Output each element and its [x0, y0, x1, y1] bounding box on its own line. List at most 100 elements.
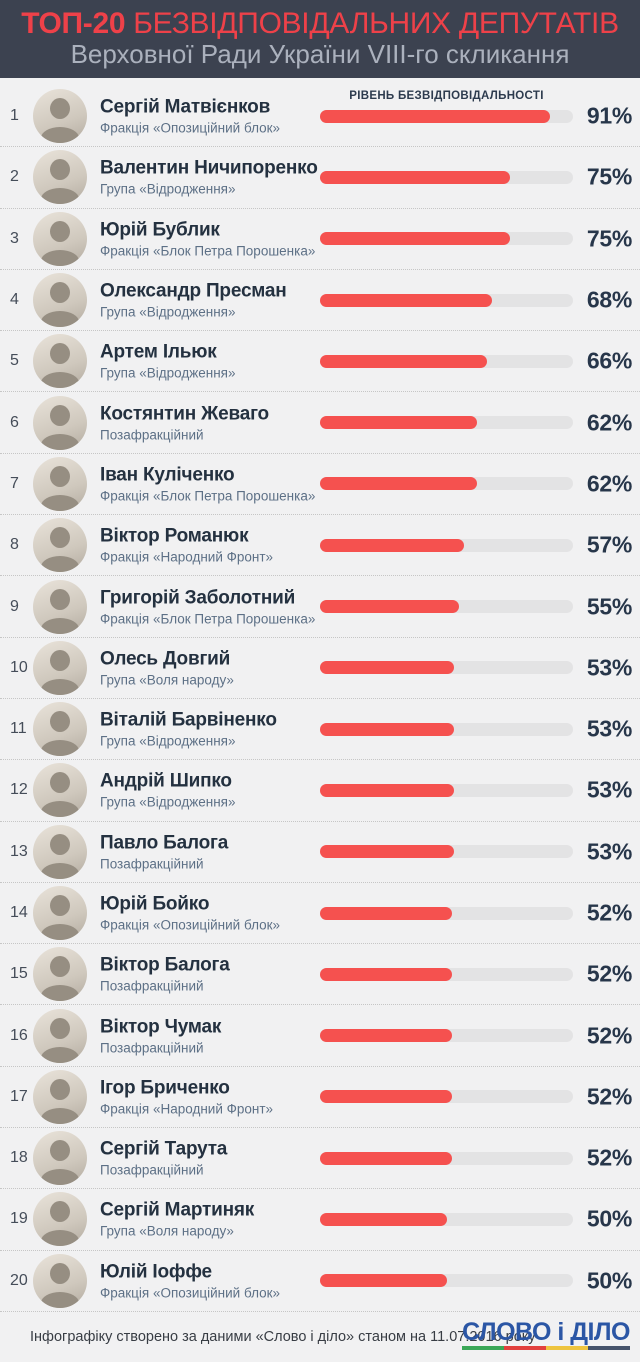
- bar-fill: [320, 1090, 452, 1104]
- percent-value: 75%: [586, 163, 632, 190]
- deputy-photo: [33, 1192, 87, 1247]
- deputy-row: 7 Іван Куліченко Фракція «Блок Петра Пор…: [0, 454, 640, 516]
- rank-number: 18: [10, 1149, 28, 1167]
- deputy-info: Сергій Матвієнков Фракція «Опозиційний б…: [100, 97, 280, 136]
- bar-track: [320, 783, 573, 797]
- percent-value: 53%: [586, 715, 632, 742]
- rank-number: 3: [10, 229, 19, 247]
- bar-fill: [320, 967, 452, 981]
- deputy-row: 4 Олександр Пресман Група «Відродження» …: [0, 270, 640, 332]
- deputy-photo: [33, 334, 87, 389]
- percent-value: 52%: [586, 960, 632, 987]
- deputy-info: Юрій Бойко Фракція «Опозиційний блок»: [100, 894, 280, 933]
- deputy-faction: Фракція «Блок Петра Порошенка»: [100, 611, 316, 627]
- bar-fill: [320, 1151, 452, 1165]
- deputy-name: Юлій Іоффе: [100, 1261, 212, 1283]
- deputy-faction: Фракція «Блок Петра Порошенка»: [100, 243, 316, 259]
- deputy-faction: Група «Відродження»: [100, 181, 236, 197]
- deputy-row: 3 Юрій Бублик Фракція «Блок Петра Пороше…: [0, 209, 640, 270]
- bar-track: [320, 1151, 573, 1165]
- deputy-info: Віктор Чумак Позафракційний: [100, 1016, 221, 1055]
- bar-fill: [320, 600, 460, 614]
- bar-track: [320, 906, 573, 920]
- percent-value: 50%: [586, 1205, 632, 1232]
- rank-number: 11: [10, 720, 27, 738]
- deputy-faction: Позафракційний: [100, 978, 204, 994]
- deputy-row: 2 Валентин Ничипоренко Група «Відродженн…: [0, 147, 640, 209]
- logo-stripe-yellow: [546, 1346, 589, 1350]
- percent-value: 75%: [586, 225, 632, 252]
- deputy-info: Віктор Балога Позафракційний: [100, 955, 230, 994]
- percent-value: 55%: [586, 593, 632, 620]
- bar-fill: [320, 232, 510, 246]
- deputy-info: Костянтин Жеваго Позафракційний: [100, 403, 269, 442]
- rank-number: 14: [10, 904, 28, 921]
- footer: Інфографіку створено за даними «Слово і …: [0, 1312, 640, 1362]
- deputy-name: Сергій Матвієнков: [100, 96, 271, 118]
- deputy-name: Костянтин Жеваго: [100, 403, 269, 425]
- deputy-info: Іван Куліченко Фракція «Блок Петра Порош…: [100, 464, 315, 503]
- deputy-row: 8 Віктор Романюк Фракція «Народний Фронт…: [0, 515, 640, 577]
- deputy-row: 18 Сергій Тарута Позафракційний 52%: [0, 1128, 640, 1190]
- deputy-photo: [33, 1131, 87, 1186]
- deputy-name: Олесь Довгий: [100, 648, 231, 670]
- deputy-faction: Група «Відродження»: [100, 304, 236, 320]
- deputy-photo: [33, 1008, 87, 1063]
- deputy-photo: [33, 518, 87, 573]
- rank-number: 1: [10, 107, 19, 125]
- page-subtitle: Верховної Ради України VIII-го скликання: [70, 39, 570, 69]
- deputy-photo: [33, 824, 87, 879]
- deputy-photo: [33, 702, 87, 757]
- deputy-photo: [33, 273, 87, 328]
- bar-track: [320, 1029, 573, 1043]
- deputy-faction: Фракція «Народний Фронт»: [100, 549, 274, 565]
- bar-fill: [320, 722, 455, 736]
- bar-track: [320, 416, 573, 430]
- logo-stripe-navy: [588, 1346, 630, 1350]
- deputy-faction: Група «Воля народу»: [100, 672, 234, 688]
- percent-value: 50%: [586, 1267, 632, 1294]
- deputy-row: 11 Віталій Барвіненко Група «Відродження…: [0, 699, 640, 761]
- deputy-info: Віталій Барвіненко Група «Відродження»: [100, 710, 277, 749]
- bar-track: [320, 232, 573, 246]
- percent-value: 91%: [586, 102, 632, 129]
- bar-fill: [320, 170, 510, 184]
- deputy-photo: [33, 1253, 87, 1308]
- rank-number: 16: [10, 1026, 28, 1044]
- bar-fill: [320, 661, 455, 675]
- percent-value: 62%: [586, 409, 632, 436]
- bar-track: [320, 1212, 573, 1226]
- deputy-name: Віктор Чумак: [100, 1016, 222, 1038]
- deputy-info: Віктор Романюк Фракція «Народний Фронт»: [100, 526, 273, 565]
- rank-number: 4: [10, 291, 19, 309]
- deputy-photo: [33, 150, 87, 205]
- deputy-faction: Група «Відродження»: [100, 365, 236, 381]
- deputy-faction: Група «Воля народу»: [100, 1223, 234, 1239]
- bar-fill: [320, 845, 455, 859]
- deputy-photo: [33, 947, 87, 1002]
- deputy-name: Андрій Шипко: [100, 770, 232, 792]
- deputy-name: Сергій Мартиняк: [100, 1199, 255, 1221]
- deputy-photo: [33, 763, 87, 818]
- bar-fill: [320, 416, 477, 430]
- deputy-info: Юрій Бублик Фракція «Блок Петра Порошенк…: [100, 219, 315, 258]
- footer-note: Інфографіку створено за даними «Слово і …: [30, 1329, 536, 1345]
- slovo-i-dilo-logo: СЛОВО і ДІЛО: [462, 1319, 630, 1350]
- deputy-faction: Позафракційний: [100, 1040, 204, 1056]
- deputy-row: 1 Сергій Матвієнков Фракція «Опозиційний…: [0, 86, 640, 148]
- deputy-row: 14 Юрій Бойко Фракція «Опозиційний блок»…: [0, 883, 640, 945]
- percent-value: 62%: [586, 470, 632, 497]
- percent-value: 53%: [586, 654, 632, 681]
- deputy-faction: Фракція «Опозиційний блок»: [100, 917, 281, 933]
- rank-number: 15: [10, 965, 28, 983]
- percent-value: 52%: [586, 1083, 632, 1110]
- deputy-faction: Фракція «Блок Петра Порошенка»: [100, 488, 316, 504]
- percent-value: 52%: [586, 1144, 632, 1171]
- deputy-row: 16 Віктор Чумак Позафракційний 52%: [0, 1005, 640, 1067]
- bar-track: [320, 293, 573, 307]
- rank-number: 5: [10, 352, 19, 370]
- deputy-info: Григорій Заболотний Фракція «Блок Петра …: [100, 587, 315, 626]
- rank-number: 8: [10, 536, 19, 554]
- percent-value: 53%: [586, 838, 632, 865]
